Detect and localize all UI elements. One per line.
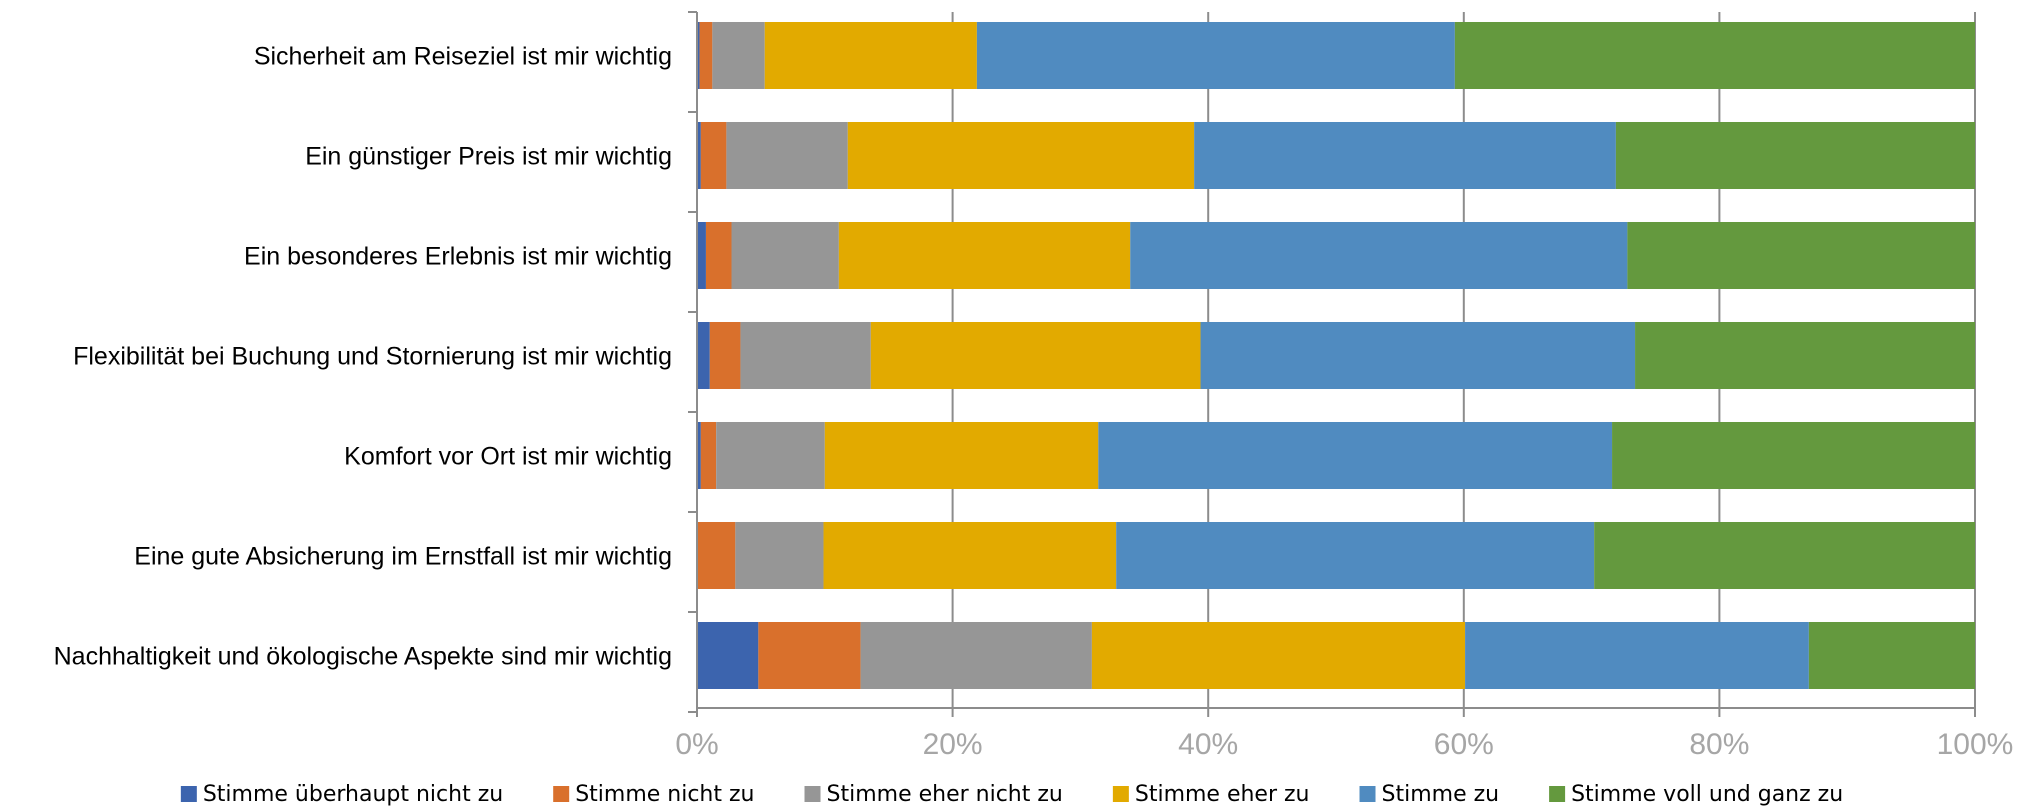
legend-swatch xyxy=(553,786,570,802)
bar-segment xyxy=(712,22,765,89)
bar-segment xyxy=(699,22,713,89)
category-label: Ein günstiger Preis ist mir wichtig xyxy=(305,143,672,171)
legend-label: Stimme eher zu xyxy=(1135,782,1310,807)
bar-segment xyxy=(1098,422,1613,489)
legend-label: Stimme überhaupt nicht zu xyxy=(203,782,503,807)
legend-item: Stimme eher nicht zu xyxy=(804,782,1063,807)
bar-segment xyxy=(758,622,861,689)
bar-segment xyxy=(838,222,1131,289)
bar-segment xyxy=(697,622,759,689)
legend-swatch xyxy=(1549,786,1566,802)
bar-segment xyxy=(716,422,825,489)
x-tick-label: 60% xyxy=(1434,728,1494,761)
bar-segment xyxy=(697,522,736,589)
bar-segment xyxy=(870,322,1201,389)
bar-segment xyxy=(1194,122,1616,189)
bar-segment xyxy=(697,322,710,389)
x-tick-label: 40% xyxy=(1178,728,1238,761)
axes xyxy=(688,11,1976,717)
legend-swatch xyxy=(1359,786,1376,802)
bar-segment xyxy=(860,622,1092,689)
bar-segment xyxy=(709,322,741,389)
category-labels: Sicherheit am Reiseziel ist mir wichtig E… xyxy=(54,43,672,671)
bar-segment xyxy=(697,422,701,489)
x-tick-label: 100% xyxy=(1937,728,2014,761)
bar-segment xyxy=(1465,622,1809,689)
x-tick-label: 0% xyxy=(675,728,718,761)
category-label: Komfort vor Ort ist mir wichtig xyxy=(344,443,672,471)
legend-item: Stimme überhaupt nicht zu xyxy=(180,782,503,807)
bar-segment xyxy=(697,22,700,89)
legend-item: Stimme zu xyxy=(1359,782,1500,807)
legend-item: Stimme voll und ganz zu xyxy=(1549,782,1843,807)
legend-label: Stimme nicht zu xyxy=(575,782,754,807)
legend-item: Stimme eher zu xyxy=(1112,782,1310,807)
legend-swatch xyxy=(1112,786,1129,802)
category-label: Ein besonderes Erlebnis ist mir wichtig xyxy=(244,243,672,271)
category-label: Flexibilität bei Buchung und Stornierung… xyxy=(73,343,672,371)
bar-segment xyxy=(1594,522,1975,589)
legend-label: Stimme voll und ganz zu xyxy=(1571,782,1843,807)
bar-segment xyxy=(700,422,717,489)
bar-segment xyxy=(735,522,824,589)
bar-segment xyxy=(847,122,1195,189)
bar-segment xyxy=(1615,122,1975,189)
category-label: Sicherheit am Reiseziel ist mir wichtig xyxy=(254,43,672,71)
bar-segment xyxy=(1116,522,1595,589)
bar-segment xyxy=(740,322,871,389)
legend: Stimme überhaupt nicht zu Stimme nicht zu… xyxy=(180,782,1843,807)
bar-segment xyxy=(824,422,1099,489)
bar-segment xyxy=(976,22,1455,89)
bar-segment xyxy=(705,222,732,289)
legend-swatch xyxy=(180,786,197,802)
x-tick-label: 20% xyxy=(923,728,983,761)
bar-segment xyxy=(1808,622,1975,689)
bar-segment xyxy=(697,222,706,289)
bar-segment xyxy=(1635,322,1975,389)
legend-swatch xyxy=(804,786,821,802)
bar-segment xyxy=(1091,622,1466,689)
bar-segment xyxy=(1627,222,1975,289)
bar-segment xyxy=(697,122,701,189)
bar-segment xyxy=(764,22,977,89)
bar-segment xyxy=(1200,322,1636,389)
legend-item: Stimme nicht zu xyxy=(553,782,755,807)
legend-label: Stimme zu xyxy=(1382,782,1500,807)
category-label: Nachhaltigkeit und ökologische Aspekte s… xyxy=(54,643,672,671)
bar-segment xyxy=(700,122,727,189)
bar-segment xyxy=(1130,222,1628,289)
x-tick-labels: 0% 20% 40% 60% 80% 100% xyxy=(675,728,2013,761)
bar-segment xyxy=(823,522,1117,589)
bars xyxy=(697,22,1975,689)
bar-segment xyxy=(1454,22,1975,89)
legend-label: Stimme eher nicht zu xyxy=(827,782,1063,807)
x-tick-label: 80% xyxy=(1689,728,1749,761)
bar-segment xyxy=(726,122,848,189)
category-label: Eine gute Absicherung im Ernstfall ist m… xyxy=(134,543,672,571)
bar-segment xyxy=(731,222,839,289)
bar-segment xyxy=(1612,422,1975,489)
